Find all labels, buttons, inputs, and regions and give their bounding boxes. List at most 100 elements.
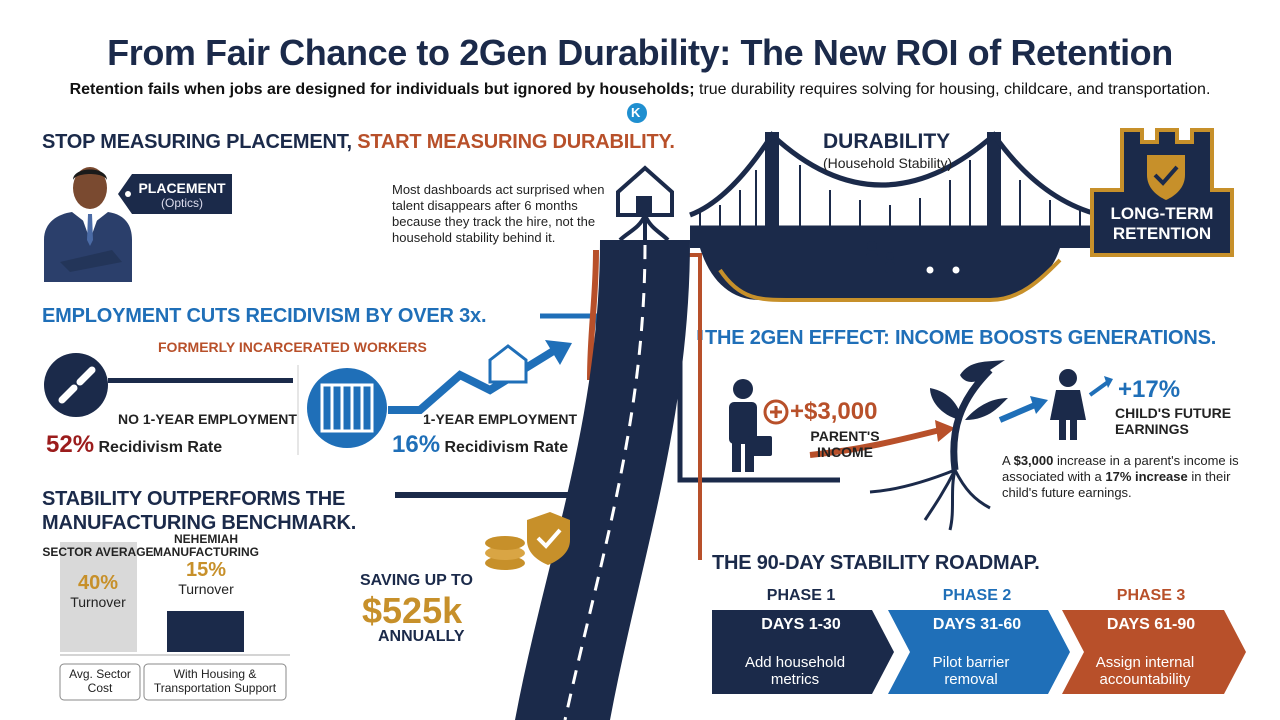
savings-icon-part bbox=[485, 556, 525, 570]
two-gen-icons-part bbox=[745, 440, 754, 472]
bar-value: 40% bbox=[77, 572, 119, 594]
person-illustration-part bbox=[60, 250, 122, 272]
recidivism-icons-part bbox=[388, 346, 558, 414]
benchmark-heading: STABILITY OUTPERFORMS THE MANUFACTURING … bbox=[42, 488, 357, 534]
two-gen-icons-part bbox=[869, 468, 991, 531]
logo bbox=[627, 103, 647, 123]
parent-label: PARENT'S INCOME bbox=[810, 428, 880, 460]
durability-title: DURABILITY bbox=[823, 130, 951, 153]
connector-lines-part bbox=[587, 249, 599, 381]
two-gen-icons-part bbox=[1059, 369, 1077, 387]
two-gen-heading: THE 2GEN EFFECT: INCOME BOOSTS GENERATIO… bbox=[705, 327, 1217, 349]
retention-badge bbox=[1090, 128, 1234, 257]
phase-action: Add household metrics bbox=[744, 654, 846, 688]
two-gen-icons-part bbox=[1059, 418, 1066, 440]
rate-value: 16% bbox=[392, 431, 441, 458]
saving-pre: SAVING UP TO bbox=[360, 572, 473, 589]
retention-badge-part bbox=[1153, 165, 1179, 186]
person-illustration-part bbox=[73, 167, 107, 209]
phase-days: DAYS 1-30 bbox=[761, 616, 841, 633]
phase-label: PHASE 2 bbox=[942, 587, 1012, 604]
road-part bbox=[515, 240, 690, 720]
recidivism-icons-part bbox=[488, 344, 528, 384]
bridge-part bbox=[690, 228, 1100, 300]
placement-tag-part bbox=[125, 191, 131, 197]
turnover-bar bbox=[60, 542, 137, 652]
placement-tag-part bbox=[118, 174, 232, 214]
phase-box: DAYS 1-30 Add household metrics bbox=[712, 612, 890, 694]
phase-action: Pilot barrier removal bbox=[932, 654, 1010, 688]
rate-label: Recidivism Rate bbox=[98, 439, 223, 456]
bridge-part bbox=[987, 132, 1001, 297]
bridge-part bbox=[885, 262, 895, 273]
phase-arrows-part bbox=[1062, 610, 1246, 694]
subtitle-bold: Retention fails when jobs are designed f… bbox=[69, 81, 695, 98]
person-illustration bbox=[44, 167, 132, 282]
two-gen-icons-part bbox=[733, 379, 753, 399]
two-gen-note: A $3,000 increase in a parent's income i… bbox=[1002, 453, 1247, 501]
two-gen-icons-part bbox=[729, 402, 757, 444]
note-part: $3,000 bbox=[1013, 453, 1054, 468]
two-gen-icons-part bbox=[998, 402, 1037, 423]
placement-tag bbox=[118, 174, 232, 214]
bar-name: NEHEMIAH MANUFACTURING bbox=[153, 531, 259, 559]
caption-frames bbox=[59, 654, 290, 701]
placement-note: Most dashboards act surprised when talen… bbox=[392, 182, 605, 245]
phase-days: DAYS 31-60 bbox=[932, 616, 1022, 633]
bridge-part bbox=[718, 258, 1062, 302]
heading-part: START MEASURING DURABILITY. bbox=[357, 131, 675, 153]
saving-amount: $525k bbox=[362, 590, 463, 631]
recidivism-icons-part bbox=[44, 353, 108, 417]
two-gen-icons-part bbox=[809, 427, 941, 458]
group-label: 1-YEAR EMPLOYMENT bbox=[423, 411, 578, 427]
two-gen-icons-part bbox=[763, 399, 789, 425]
phase-arrows-part bbox=[712, 610, 894, 694]
tag-label: PLACEMENT bbox=[138, 180, 226, 196]
bar-unit: Turnover bbox=[178, 580, 234, 597]
bar-caption: With Housing & Transportation Support bbox=[153, 667, 277, 695]
phase-action: Assign internal accountability bbox=[1095, 654, 1195, 688]
bridge-part bbox=[920, 248, 966, 268]
phase-days: DAYS 61-90 bbox=[1106, 616, 1196, 633]
phase-label: PHASE 3 bbox=[1116, 587, 1186, 604]
subtitle: Retention fails when jobs are designed f… bbox=[0, 81, 1280, 99]
parent-amount: +$3,000 bbox=[790, 398, 878, 425]
two-gen-icons-part bbox=[748, 436, 772, 456]
heading-part: STOP MEASURING PLACEMENT, bbox=[42, 131, 352, 153]
two-gen-icons-part bbox=[732, 440, 741, 472]
bridge bbox=[689, 131, 1101, 302]
group-label: NO 1-YEAR EMPLOYMENT bbox=[118, 411, 297, 427]
savings-icon-part bbox=[536, 528, 562, 549]
caption-frames-part bbox=[143, 663, 287, 701]
recidivism-icons-part bbox=[330, 385, 364, 431]
bar-name: SECTOR AVERAGE bbox=[42, 545, 154, 559]
phase-label: PHASE 1 bbox=[766, 587, 836, 604]
bridge-part bbox=[886, 252, 894, 260]
house-icon-part bbox=[618, 214, 670, 242]
bridge-part bbox=[689, 131, 1101, 218]
two-gen-icons-part bbox=[1088, 380, 1110, 397]
two-gen-icons-part bbox=[950, 367, 993, 471]
recidivism-icons-part bbox=[108, 378, 293, 383]
two-gen-icons-part bbox=[1104, 376, 1113, 388]
recidivism-icons-part bbox=[58, 366, 96, 404]
house-icon bbox=[616, 165, 674, 242]
child-amount: +17% bbox=[1118, 376, 1181, 403]
bar-unit: Turnover bbox=[70, 594, 126, 610]
two-gen-icons-part bbox=[1050, 390, 1086, 420]
rate-value: 52% bbox=[46, 431, 95, 458]
savings-icon-part bbox=[527, 512, 570, 565]
bar-caption: Avg. Sector Cost bbox=[69, 667, 131, 695]
bridge-part bbox=[949, 263, 963, 277]
bridge-part bbox=[699, 160, 1081, 228]
recidivism-icons-part bbox=[320, 383, 374, 433]
two-gen-icons-part bbox=[930, 388, 962, 420]
road-part bbox=[563, 244, 647, 720]
rate-label: Recidivism Rate bbox=[444, 439, 569, 456]
title: From Fair Chance to 2Gen Durability: The… bbox=[107, 32, 1173, 73]
bridge-part bbox=[866, 253, 878, 273]
group-rate: 16% Recidivism Rate bbox=[392, 431, 568, 459]
caption-frames-part bbox=[59, 663, 141, 701]
